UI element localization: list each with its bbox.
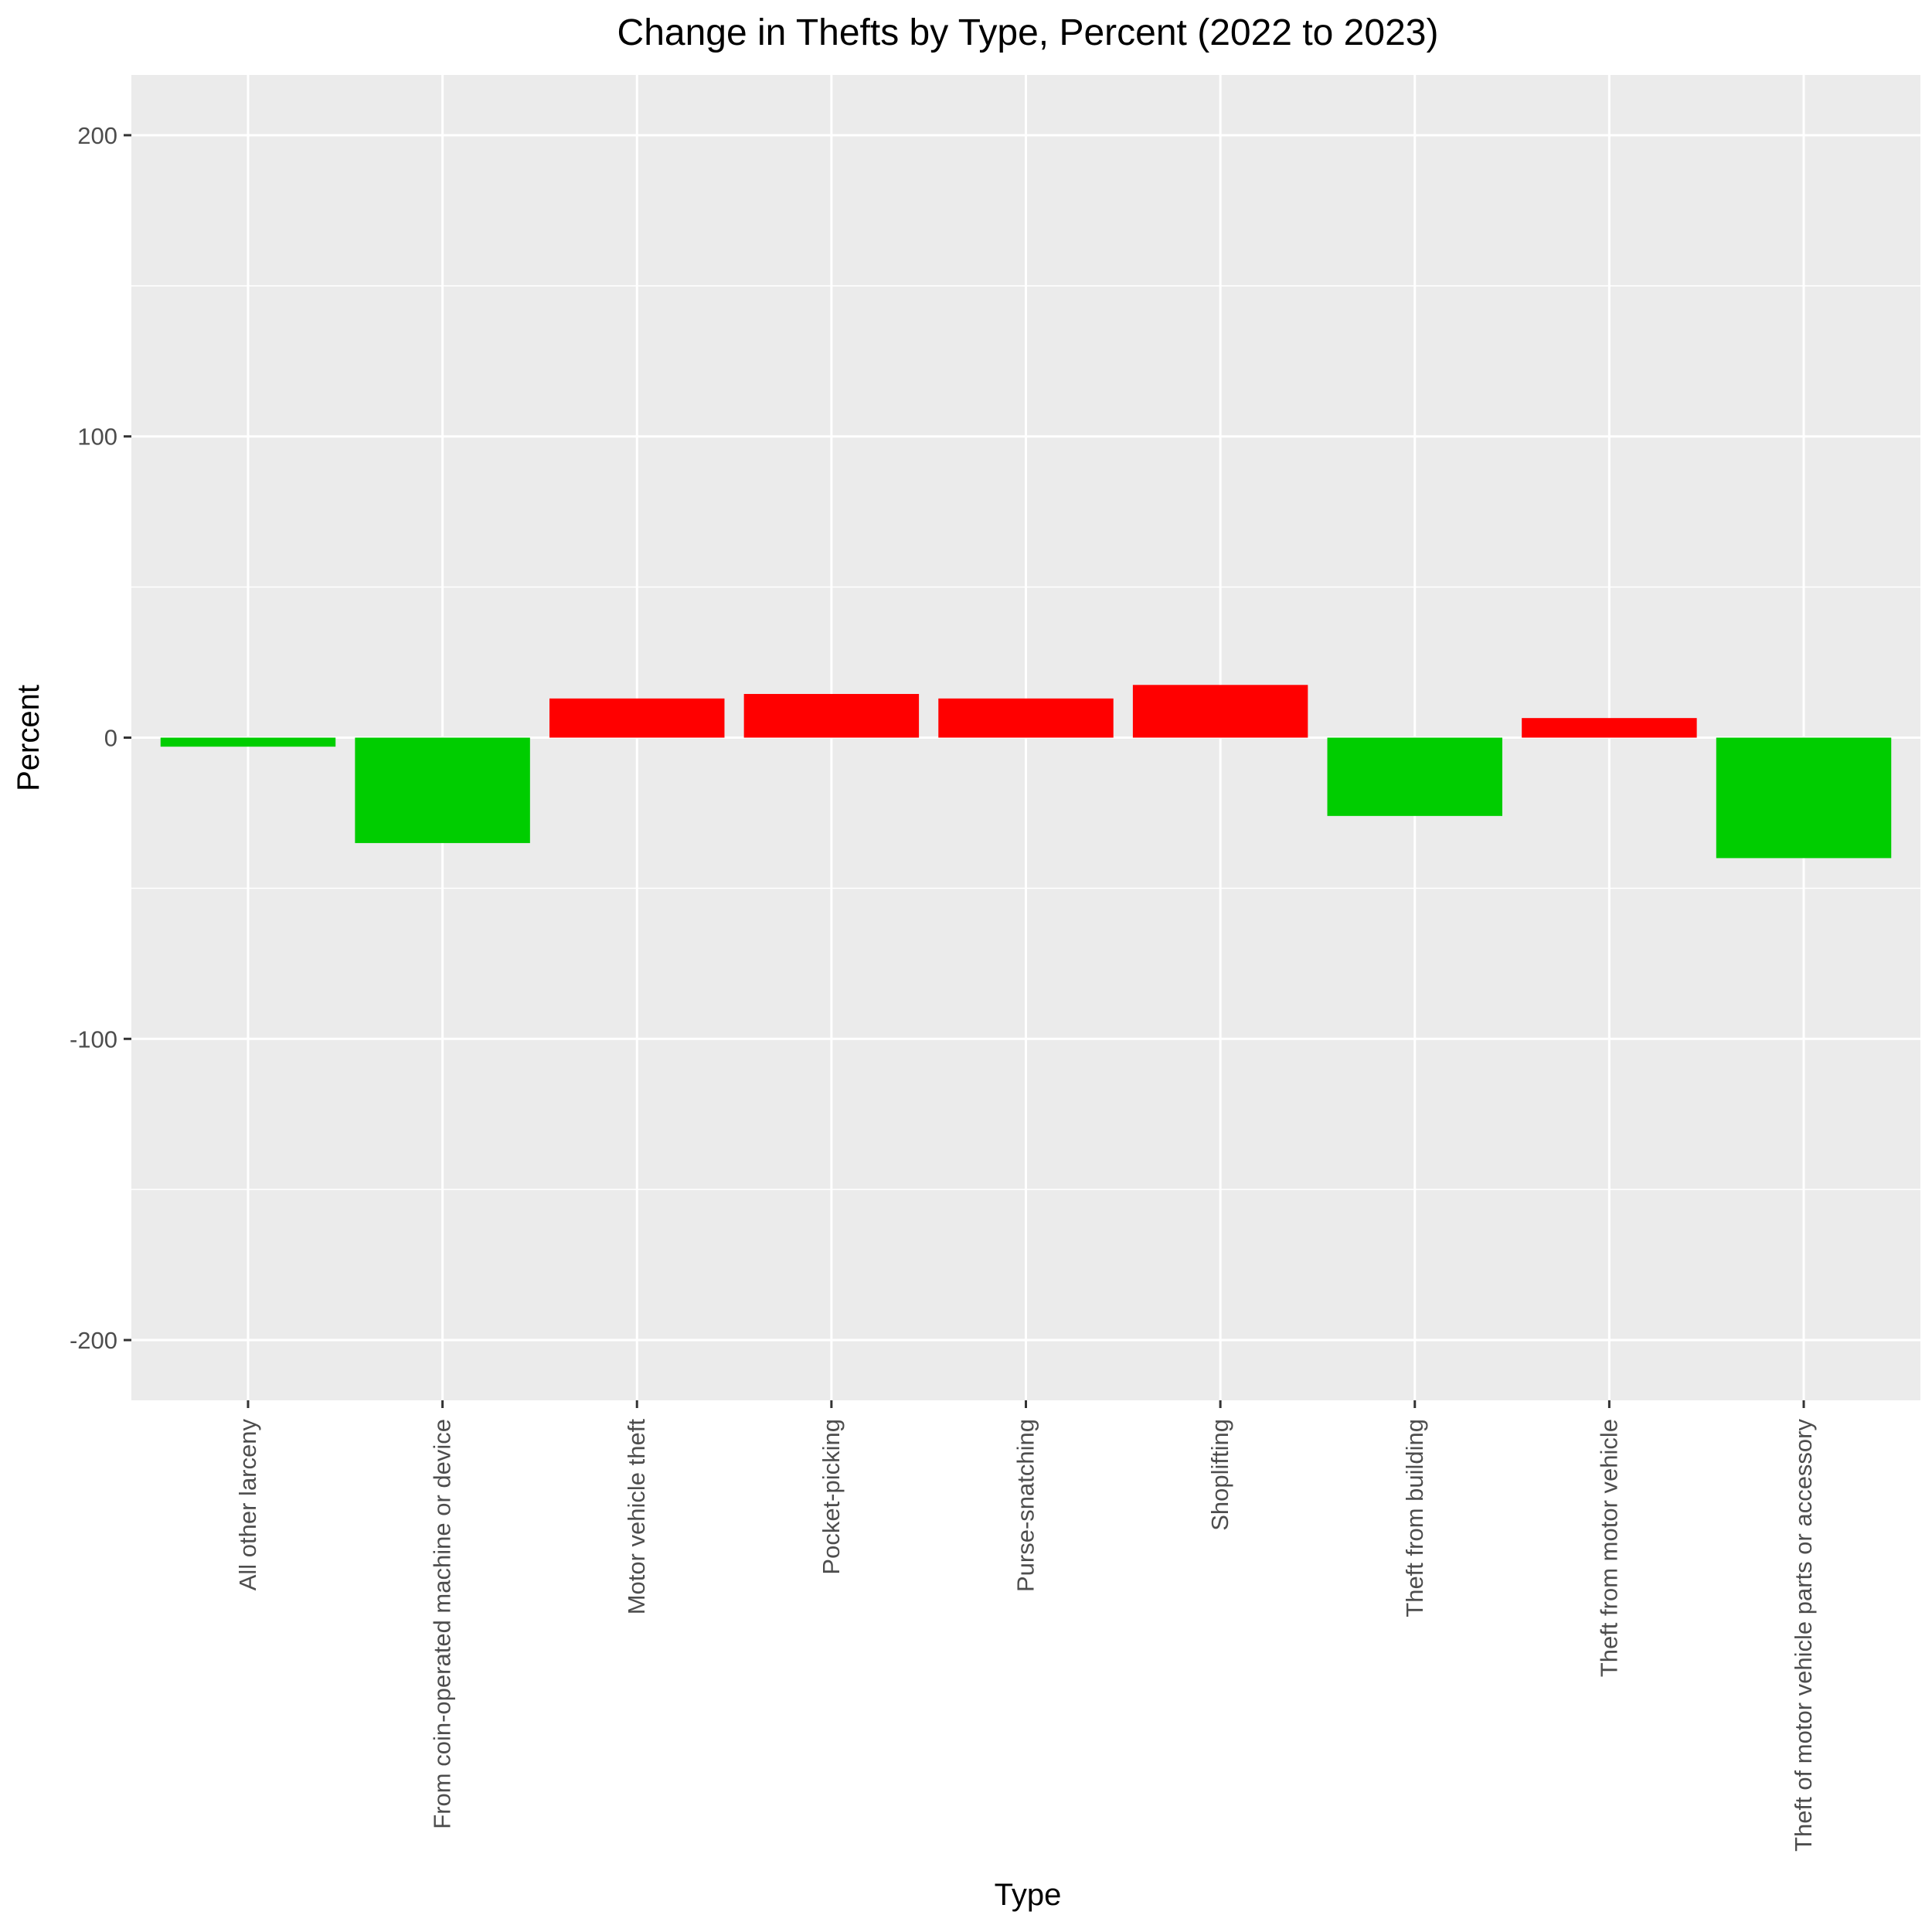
bar xyxy=(355,737,530,843)
x-tick-label: Shoplifting xyxy=(1206,1419,1233,1531)
x-axis: All other larceny From coin-operated mach… xyxy=(234,1400,1817,1852)
x-tick-label: Theft from motor vehicle xyxy=(1595,1419,1622,1677)
chart-title: Change in Thefts by Type, Percent (2022 … xyxy=(617,12,1439,53)
y-tick-label: -200 xyxy=(70,1327,117,1354)
bar xyxy=(938,698,1114,738)
bar xyxy=(1327,737,1502,816)
x-tick-label: Purse-snatching xyxy=(1012,1419,1039,1592)
x-tick-label: From coin-operated machine or device xyxy=(429,1419,456,1829)
x-axis-title: Type xyxy=(995,1878,1062,1912)
x-tick-label: Theft from building xyxy=(1401,1419,1428,1617)
y-tick-label: -100 xyxy=(70,1026,117,1053)
bar xyxy=(549,698,725,738)
bar xyxy=(160,737,336,747)
y-tick-label: 100 xyxy=(77,423,117,451)
y-tick-label: 0 xyxy=(104,725,117,752)
y-axis-title: Percent xyxy=(12,685,46,791)
bar xyxy=(1716,737,1892,859)
bar xyxy=(743,693,920,738)
x-tick-label: All other larceny xyxy=(234,1419,261,1591)
y-tick-label: 200 xyxy=(77,122,117,149)
x-tick-label: Motor vehicle theft xyxy=(623,1419,650,1615)
x-tick-label: Theft of motor vehicle parts or accessor… xyxy=(1790,1419,1817,1852)
x-tick-label: Pocket-picking xyxy=(818,1419,845,1575)
bars xyxy=(160,685,1892,859)
bar xyxy=(1522,718,1697,738)
bar xyxy=(1132,685,1308,738)
y-axis: -200 -100 0 100 200 xyxy=(70,122,131,1354)
